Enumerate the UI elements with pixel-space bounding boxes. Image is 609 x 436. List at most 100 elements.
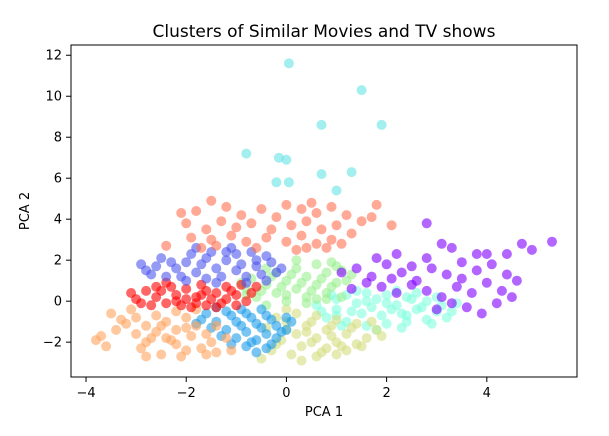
data-point bbox=[296, 230, 307, 241]
data-point bbox=[291, 244, 302, 255]
y-axis-label: PCA 2 bbox=[18, 192, 33, 230]
data-point bbox=[471, 265, 482, 276]
data-point bbox=[391, 288, 402, 298]
data-point bbox=[221, 333, 232, 344]
data-point bbox=[481, 277, 492, 288]
data-point bbox=[376, 281, 387, 292]
data-point bbox=[291, 308, 302, 319]
data-point bbox=[391, 249, 402, 259]
data-point bbox=[346, 283, 357, 294]
data-point bbox=[191, 267, 202, 278]
data-point bbox=[491, 298, 502, 309]
data-point bbox=[171, 324, 182, 335]
data-point bbox=[171, 296, 182, 307]
data-point bbox=[496, 285, 507, 296]
data-point bbox=[316, 169, 327, 180]
data-point bbox=[211, 240, 222, 251]
data-point bbox=[381, 259, 392, 270]
data-point bbox=[316, 347, 327, 358]
data-point bbox=[196, 242, 207, 253]
data-point bbox=[251, 281, 262, 292]
data-point bbox=[456, 273, 467, 284]
data-point bbox=[181, 312, 192, 323]
data-point bbox=[281, 236, 292, 247]
data-point bbox=[201, 224, 212, 235]
data-point bbox=[516, 238, 527, 249]
data-point bbox=[156, 253, 167, 264]
data-point bbox=[421, 285, 432, 296]
data-point bbox=[221, 201, 232, 212]
data-point bbox=[331, 349, 342, 360]
data-point bbox=[226, 230, 237, 241]
y-tick-label: 6 bbox=[54, 172, 62, 187]
data-point bbox=[201, 349, 212, 360]
data-point bbox=[291, 329, 302, 339]
data-point bbox=[421, 218, 432, 229]
data-point bbox=[271, 212, 282, 223]
data-point bbox=[191, 298, 202, 309]
data-point bbox=[251, 242, 262, 253]
y-axis: −2 0 2 4 6 8 10 12 bbox=[43, 49, 71, 351]
data-point bbox=[281, 199, 292, 210]
data-point bbox=[326, 281, 337, 292]
data-point bbox=[336, 267, 347, 278]
data-point bbox=[246, 312, 257, 323]
data-point bbox=[236, 320, 247, 331]
data-point bbox=[351, 263, 362, 274]
y-tick-label: 10 bbox=[45, 90, 62, 105]
data-point bbox=[386, 273, 397, 284]
data-point bbox=[236, 259, 247, 270]
data-point bbox=[201, 273, 212, 284]
data-point bbox=[376, 310, 387, 321]
data-point bbox=[501, 269, 512, 280]
data-point bbox=[441, 269, 452, 280]
data-point bbox=[371, 253, 382, 264]
data-point bbox=[283, 58, 294, 69]
data-point bbox=[191, 206, 202, 216]
data-point bbox=[241, 148, 252, 159]
data-point bbox=[181, 322, 192, 333]
data-point bbox=[296, 341, 307, 352]
data-point bbox=[186, 331, 197, 341]
data-point bbox=[326, 234, 337, 245]
data-point bbox=[291, 255, 302, 266]
data-point bbox=[356, 341, 367, 352]
data-point bbox=[231, 249, 242, 259]
data-point bbox=[221, 255, 232, 266]
data-point bbox=[446, 306, 457, 317]
y-tick-label: 8 bbox=[54, 131, 62, 146]
data-point bbox=[431, 304, 442, 315]
data-point bbox=[316, 224, 327, 235]
cluster-series-5 bbox=[126, 277, 262, 313]
data-point bbox=[136, 343, 147, 354]
data-point bbox=[241, 296, 252, 307]
data-point bbox=[286, 349, 297, 360]
data-point bbox=[281, 290, 292, 300]
data-point bbox=[501, 249, 512, 259]
y-tick-label: −2 bbox=[43, 336, 62, 351]
data-point bbox=[376, 119, 387, 130]
data-point bbox=[206, 337, 217, 348]
data-point bbox=[316, 273, 327, 284]
data-point bbox=[146, 300, 157, 311]
data-point bbox=[131, 329, 142, 339]
data-point bbox=[266, 257, 277, 268]
data-point bbox=[276, 326, 287, 337]
data-point bbox=[136, 298, 147, 309]
data-point bbox=[451, 281, 462, 292]
data-point bbox=[261, 275, 272, 286]
data-point bbox=[166, 257, 177, 268]
data-point bbox=[336, 341, 347, 352]
data-point bbox=[406, 279, 417, 290]
data-point bbox=[346, 322, 357, 333]
data-point bbox=[411, 288, 422, 298]
data-point bbox=[321, 294, 332, 305]
data-point bbox=[511, 275, 522, 286]
data-point bbox=[421, 253, 432, 264]
data-point bbox=[446, 242, 457, 253]
data-point bbox=[141, 351, 152, 362]
data-point bbox=[251, 255, 262, 266]
data-point bbox=[401, 310, 412, 321]
cluster-series-7 bbox=[161, 195, 397, 255]
data-point bbox=[106, 308, 117, 319]
